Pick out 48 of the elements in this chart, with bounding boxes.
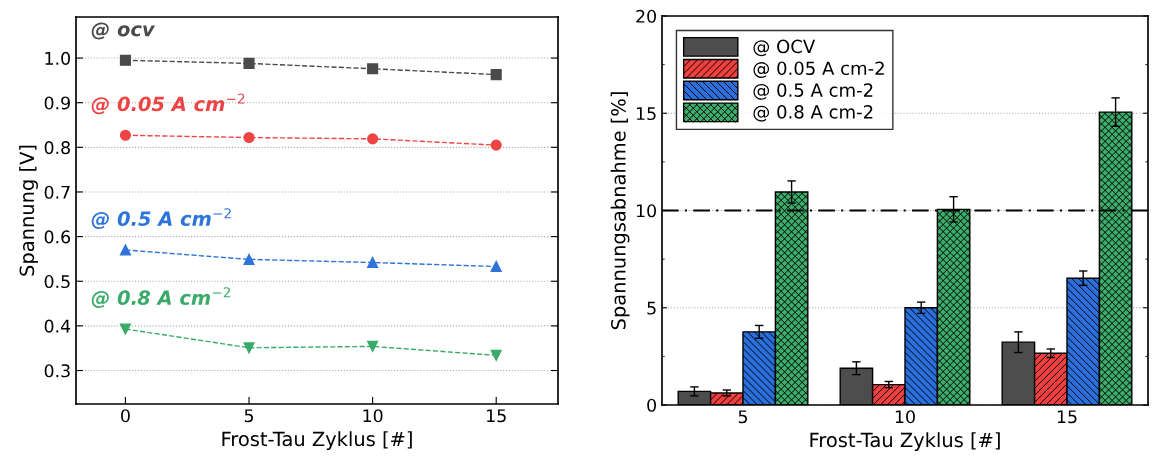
x-tick-label: 10 bbox=[895, 410, 915, 424]
y-tick-label: 0.7 bbox=[44, 185, 70, 199]
y-tick-label: 0.5 bbox=[44, 274, 70, 289]
x-tick-label: 0 bbox=[121, 409, 130, 423]
y-tick-label: 10 bbox=[636, 204, 656, 218]
series-label: @ 0.05 A cm$^{−2}$ bbox=[91, 93, 245, 115]
y-tick-label: 15 bbox=[636, 107, 656, 121]
series-label: @ 0.8 A cm$^{−2}$ bbox=[91, 287, 231, 309]
legend-label: @ OCV bbox=[753, 39, 816, 57]
point bbox=[490, 260, 502, 273]
point bbox=[243, 131, 255, 144]
point bbox=[367, 133, 379, 145]
point bbox=[119, 54, 131, 66]
legend-label: @ 0.05 A cm-2 bbox=[753, 61, 884, 78]
y-tick-label: 0.4 bbox=[44, 319, 71, 333]
point bbox=[490, 349, 502, 361]
y-axis-title: Spannung [V] bbox=[19, 145, 38, 276]
legend-label: @ 0.8 A cm-2 bbox=[753, 105, 873, 122]
point bbox=[243, 253, 255, 265]
y-tick-label: 0.8 bbox=[44, 141, 70, 155]
point bbox=[243, 342, 255, 354]
x-axis-title: Frost-Tau Zyklus [#] bbox=[810, 432, 1000, 452]
point bbox=[243, 57, 255, 69]
series-label: @ 0.5 A cm$^{−2}$ bbox=[91, 208, 231, 230]
x-axis-title: Frost-Tau Zyklus [#] bbox=[222, 431, 412, 451]
x-tick-label: 15 bbox=[487, 409, 506, 423]
y-axis-title: Spannungsabnahme [%] bbox=[610, 92, 630, 330]
point bbox=[367, 63, 379, 75]
point bbox=[367, 340, 379, 352]
y-tick-label: 0.9 bbox=[44, 96, 70, 110]
y-tick-label: 0.6 bbox=[44, 230, 71, 244]
x-tick-label: 15 bbox=[1057, 410, 1077, 424]
legend-label: @ 0.5 A cm-2 bbox=[753, 83, 873, 100]
point bbox=[119, 244, 131, 256]
point bbox=[367, 256, 379, 269]
point bbox=[490, 139, 502, 151]
y-tick-label: 0 bbox=[647, 398, 656, 412]
point bbox=[490, 69, 502, 81]
series-label: @ ocv bbox=[91, 22, 156, 40]
y-tick-label: 5 bbox=[647, 301, 656, 315]
point bbox=[119, 323, 131, 335]
point bbox=[119, 129, 131, 141]
y-tick-label: 20 bbox=[636, 9, 656, 23]
x-tick-label: 5 bbox=[738, 410, 748, 424]
y-tick-label: 0.3 bbox=[44, 364, 70, 378]
x-tick-label: 5 bbox=[244, 409, 254, 423]
x-tick-label: 10 bbox=[363, 409, 383, 423]
y-tick-label: 1.0 bbox=[45, 51, 70, 65]
